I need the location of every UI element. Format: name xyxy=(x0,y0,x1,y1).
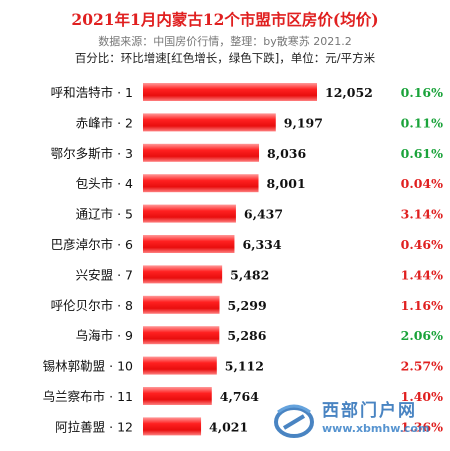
category-label: 包头市 · 4 xyxy=(76,176,133,191)
value-label: 6,437 xyxy=(244,207,283,222)
change-label: 0.11% xyxy=(401,115,443,130)
change-label: 2.06% xyxy=(401,328,443,343)
change-label: 0.04% xyxy=(401,176,443,191)
globe-logo-icon xyxy=(274,404,314,438)
change-label: 0.46% xyxy=(401,237,443,252)
change-label: 3.14% xyxy=(401,207,443,222)
price-bar xyxy=(143,387,212,405)
change-label: 2.57% xyxy=(401,359,443,374)
value-label: 5,482 xyxy=(230,267,269,282)
change-label: 0.16% xyxy=(401,85,443,100)
price-bar xyxy=(143,113,276,132)
price-bar xyxy=(143,204,236,223)
watermark: 西部门户网 www.xbmhw.com xyxy=(270,396,445,446)
value-label: 12,052 xyxy=(325,85,373,100)
price-bar xyxy=(143,265,223,284)
category-label: 兴安盟 · 7 xyxy=(76,267,133,282)
category-label: 阿拉善盟 · 12 xyxy=(55,419,133,434)
category-label: 鄂尔多斯市 · 3 xyxy=(51,146,133,161)
source-line: 数据来源：中国房价行情，整理：by散寒苏 2021.2 xyxy=(98,35,352,48)
value-label: 8,001 xyxy=(267,176,306,191)
change-label: 1.36% xyxy=(401,419,443,434)
price-bar xyxy=(143,174,259,193)
change-label: 1.44% xyxy=(401,267,443,282)
price-bar xyxy=(143,417,202,436)
category-label: 赤峰市 · 2 xyxy=(76,115,133,130)
price-bar xyxy=(143,143,260,162)
note-line: 百分比：环比增速[红色增长，绿色下跌]，单位：元/平方米 xyxy=(74,51,376,65)
category-label: 通辽市 · 5 xyxy=(76,207,133,222)
watermark-url: www.xbmhw.com xyxy=(322,422,430,435)
category-label: 呼和浩特市 · 1 xyxy=(51,85,133,100)
value-label: 4,021 xyxy=(209,419,248,434)
category-label: 乌兰察布市 · 11 xyxy=(43,389,133,404)
value-label: 6,334 xyxy=(242,237,281,252)
value-label: 5,299 xyxy=(228,298,267,313)
value-label: 4,764 xyxy=(220,389,259,404)
price-bar xyxy=(143,83,317,101)
price-bar xyxy=(143,235,235,253)
watermark-brand: 西部门户网 xyxy=(322,401,417,421)
value-label: 5,112 xyxy=(225,359,264,374)
change-label: 1.16% xyxy=(401,298,443,313)
price-bar xyxy=(143,295,220,314)
category-label: 乌海市 · 9 xyxy=(76,328,133,343)
value-label: 8,036 xyxy=(267,146,306,161)
category-label: 锡林郭勒盟 · 10 xyxy=(43,359,133,374)
change-label: 0.61% xyxy=(401,146,443,161)
chart-title: 2021年1月内蒙古12个市盟市区房价(均价) xyxy=(71,10,379,29)
price-bar xyxy=(143,326,220,345)
category-label: 呼伦贝尔市 · 8 xyxy=(51,298,133,313)
change-label: 1.40% xyxy=(401,389,443,404)
value-label: 5,286 xyxy=(227,328,266,343)
value-label: 9,197 xyxy=(284,115,323,130)
price-bar xyxy=(143,356,217,375)
category-label: 巴彦淖尔市 · 6 xyxy=(51,237,133,252)
